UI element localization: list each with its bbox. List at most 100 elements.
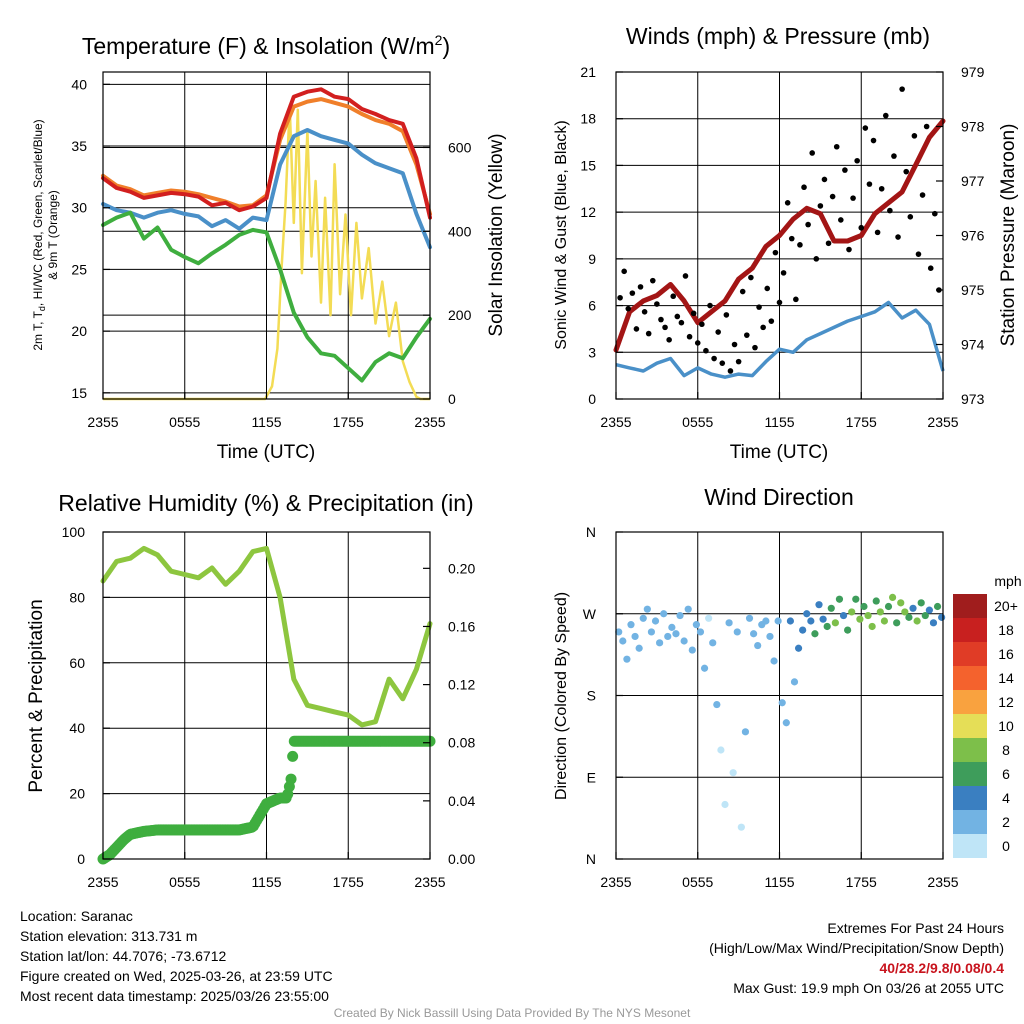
gust-point <box>645 330 652 337</box>
gust-point <box>711 355 717 362</box>
legend-label: 10 <box>998 718 1014 734</box>
gust-point <box>878 185 885 192</box>
gust-point <box>805 221 811 228</box>
direction-point <box>897 599 905 607</box>
humidity-precip-panel: Relative Humidity (%) & Precipitation (i… <box>26 490 475 890</box>
y2-tick-label: 400 <box>448 223 472 239</box>
legend-label: 16 <box>998 646 1014 662</box>
gust-point <box>858 224 865 231</box>
gust-point <box>752 344 758 351</box>
y2-tick-label: 973 <box>961 391 985 407</box>
figure-created: Figure created on Wed, 2025-03-26, at 23… <box>20 968 333 984</box>
direction-point <box>713 700 721 709</box>
direction-point <box>623 655 631 663</box>
legend-swatch <box>953 642 987 666</box>
direction-points <box>615 593 946 831</box>
x-tick-label: 2355 <box>600 874 631 890</box>
direction-point <box>647 628 656 636</box>
y2-tick-label: 0.00 <box>448 851 475 867</box>
gust-point <box>866 181 873 187</box>
direction-point <box>786 617 795 625</box>
direction-point <box>811 630 819 638</box>
y2-tick-label: 0 <box>448 391 456 407</box>
gust-point <box>678 319 685 326</box>
direction-point <box>803 610 811 618</box>
y-tick-label: W <box>583 606 597 622</box>
direction-point <box>929 619 938 627</box>
gust-point <box>715 329 721 335</box>
direction-point <box>774 617 782 625</box>
direction-point <box>705 614 713 622</box>
y2-tick-label: 976 <box>961 228 985 244</box>
direction-point <box>700 664 709 672</box>
direction-point <box>656 639 664 647</box>
y-tick-label: 0 <box>77 851 85 867</box>
solar-y-label: Solar Insolation (Yellow) <box>486 133 507 336</box>
extremes-info: Extremes For Past 24 Hours (High/Low/Max… <box>709 918 1004 998</box>
direction-point <box>684 605 692 613</box>
relative-humidity-line <box>100 545 433 728</box>
legend-swatch <box>953 594 987 618</box>
gust-point <box>735 358 742 365</box>
gust-point <box>682 273 689 279</box>
station-elevation: Station elevation: 313.731 m <box>20 928 198 944</box>
direction-point <box>741 728 750 736</box>
precipitation-points <box>97 735 436 865</box>
y-tick-label: E <box>587 769 596 785</box>
y-tick-label: 60 <box>69 655 85 671</box>
direction-point <box>676 611 684 620</box>
gust-point <box>809 150 815 156</box>
y2-tick-label: 0.12 <box>448 677 475 693</box>
y2-tick-label: 0.20 <box>448 560 475 576</box>
legend-label: 18 <box>998 622 1014 638</box>
gust-point <box>927 265 934 272</box>
temperature-y-label-line1: 2m T, Td, HI/WC (Red, Green, Scarlet/Blu… <box>31 119 47 350</box>
direction-point <box>750 630 758 638</box>
direction-point <box>729 769 737 777</box>
gust-point <box>854 157 860 164</box>
gust-point <box>654 301 660 307</box>
gust-point <box>797 242 803 248</box>
gust-point <box>760 324 766 331</box>
winds-pressure-panel: Winds (mph) & Pressure (mb) 2355 0555 1155… <box>553 23 1019 463</box>
gust-point <box>690 310 697 317</box>
gust-point <box>784 200 791 206</box>
y-tick-label: 9 <box>588 251 596 267</box>
direction-point <box>893 619 901 627</box>
direction-point <box>794 644 803 652</box>
gust-point <box>768 318 775 324</box>
gust-point <box>776 299 783 306</box>
gust-point <box>911 133 918 139</box>
gust-point <box>662 324 668 331</box>
direction-point <box>913 617 921 625</box>
gust-point <box>923 123 930 130</box>
direction-point <box>619 637 627 645</box>
gust-point <box>625 305 632 312</box>
gust-point <box>764 285 771 292</box>
gust-point <box>887 207 893 214</box>
direction-point <box>766 632 774 641</box>
pressure-y-label: Station Pressure (Maroon) <box>998 124 1019 347</box>
winds-x-label: Time (UTC) <box>730 442 829 463</box>
gust-point <box>915 251 922 257</box>
wc-line <box>101 128 432 250</box>
temp-line <box>101 87 432 220</box>
y-tick-label: 0 <box>588 391 596 407</box>
direction-point <box>778 699 786 707</box>
x-tick-label: 0555 <box>682 874 713 890</box>
solar-insolation-line <box>103 104 430 401</box>
gust-point <box>707 302 713 309</box>
winds-axis-ticks: 2355 0555 1155 1755 235503691215182197397497… <box>580 64 984 430</box>
direction-point <box>696 628 705 636</box>
gust-points <box>617 86 942 374</box>
precip-point <box>285 773 297 785</box>
temperature-axis-ticks: 2355 0555 1155 1755 235515202530354002004006… <box>71 76 471 430</box>
gust-point <box>891 153 897 159</box>
gust-point <box>731 341 738 348</box>
gust-point <box>907 214 914 220</box>
gust-point <box>727 368 734 374</box>
direction-y-label: Direction (Colored By Speed) <box>553 592 570 800</box>
gust-point <box>870 137 877 144</box>
